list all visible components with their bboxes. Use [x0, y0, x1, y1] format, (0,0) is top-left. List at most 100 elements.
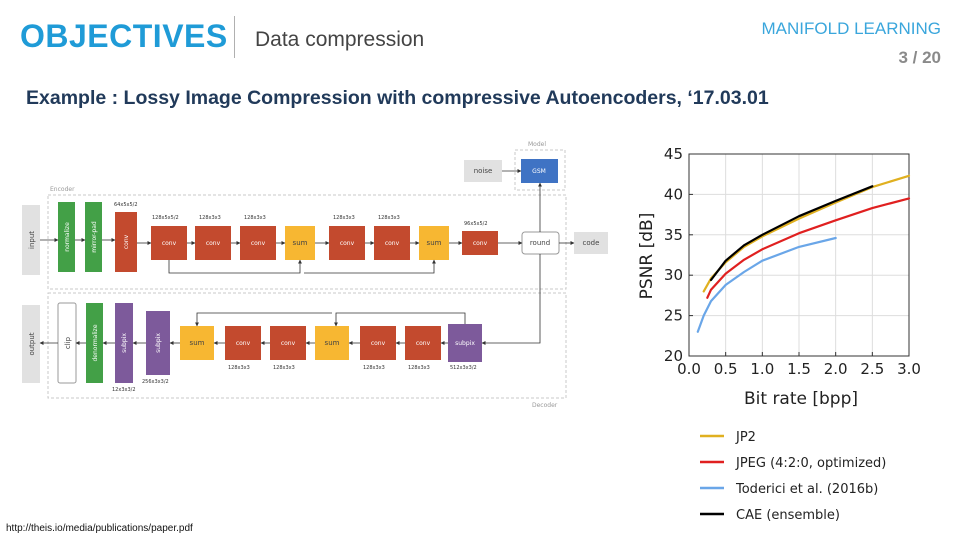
encoder-arrows [40, 169, 575, 274]
mirror-pad-label: mirror-pad [91, 221, 98, 253]
x-tick-label: 0.5 [714, 360, 738, 378]
chart-grid [688, 153, 910, 357]
dec-sum1-block [180, 326, 214, 360]
subpix2-label: subpix [155, 333, 162, 353]
x-tick-label: 1.0 [750, 360, 774, 378]
decoder-region [47, 292, 567, 399]
decoder-arrows [39, 254, 541, 345]
y-tick-label: 45 [664, 145, 683, 163]
conv2-label: conv [162, 240, 177, 247]
noise-label: noise [474, 167, 493, 175]
page-number: 3 / 20 [898, 48, 941, 67]
subpix1-dim: 12x3x3/2 [112, 387, 136, 393]
subpix3-block [448, 324, 482, 362]
y-tick-label: 25 [664, 307, 683, 325]
dec-conv3-block [360, 326, 396, 360]
conv1-dim: 64x5x5/2 [114, 202, 138, 208]
sum1-block [285, 226, 315, 260]
chart-legend: JP2 JPEG (4:2:0, optimized) Toderici et al… [700, 430, 886, 523]
dec-conv3-dim: 128x3x3 [363, 365, 385, 371]
chart-ticks: 0.0 0.5 1.0 1.5 2.0 2.5 3.0 20 25 30 35 40 45 [664, 145, 921, 378]
decoder-row: output clip denormalize subpix 12x3x3/2 … [22, 302, 482, 393]
dec-conv1-label: conv [236, 340, 251, 347]
round-label: round [530, 239, 550, 247]
dec-conv2-dim: 128x3x3 [273, 365, 295, 371]
conv7-dim: 96x5x5/2 [464, 221, 488, 227]
dec-conv1-dim: 128x3x3 [228, 365, 250, 371]
x-tick-label: 0.0 [677, 360, 701, 378]
sum1-label: sum [293, 239, 308, 247]
section-title: OBJECTIVES [20, 18, 228, 54]
subpix2-block [146, 311, 170, 375]
series-line-0 [702, 174, 911, 293]
conv6-label: conv [385, 240, 400, 247]
conv4-dim: 128x3x3 [244, 215, 266, 221]
conv5-label: conv [340, 240, 355, 247]
legend-label-1: JPEG (4:2:0, optimized) [735, 456, 886, 471]
conv3-dim: 128x3x3 [199, 215, 221, 221]
header-divider [234, 16, 235, 58]
x-tick-label: 3.0 [897, 360, 921, 378]
code-block [574, 232, 608, 254]
y-tick-label: 20 [664, 347, 683, 365]
x-tick-label: 2.5 [860, 360, 884, 378]
denormalize-label: denormalize [92, 324, 99, 361]
x-axis-title: Bit rate [bpp] [744, 389, 858, 409]
output-label: output [28, 332, 36, 355]
conv1-label: conv [123, 234, 130, 249]
encoder-region [47, 194, 567, 290]
subpix2-dim: 256x3x3/2 [142, 379, 169, 385]
normalize-label: normalize [64, 222, 71, 252]
clip-label: clip [64, 336, 72, 349]
legend-label-2: Toderici et al. (2016b) [735, 482, 878, 497]
denormalize-block [86, 303, 103, 383]
legend-label-0: JP2 [735, 430, 756, 445]
input-label: input [28, 231, 36, 249]
noise-block [464, 160, 502, 182]
conv3-label: conv [206, 240, 221, 247]
conv5-dim: 128x3x3 [333, 215, 355, 221]
normalize-block [58, 202, 75, 272]
series-line-2 [696, 236, 837, 333]
encoder-row: input normalize mirror-pad conv 64x5x5/2… [22, 159, 608, 275]
model-region-label: Model [528, 141, 546, 148]
conv6-dim: 128x3x3 [378, 215, 400, 221]
mirror-pad-block [85, 202, 102, 272]
dec-sum1-label: sum [190, 339, 205, 347]
legend-label-3: CAE (ensemble) [736, 508, 840, 523]
footer-url[interactable]: http://theis.io/media/publications/paper… [6, 523, 193, 534]
dec-sum2-block [315, 326, 349, 360]
sum2-label: sum [427, 239, 442, 247]
dec-sum2-label: sum [325, 339, 340, 347]
conv5-block [329, 226, 365, 260]
conv6-block [374, 226, 410, 260]
gsm-label: GSM [532, 168, 546, 175]
architecture-diagram: Encoder Decoder Model input normalize mi… [22, 141, 608, 409]
series-line-1 [706, 197, 911, 299]
dec-conv3-label: conv [371, 340, 386, 347]
x-tick-label: 2.0 [824, 360, 848, 378]
x-tick-label: 1.5 [787, 360, 811, 378]
conv2-block [151, 226, 187, 260]
encoder-region-label: Encoder [50, 186, 75, 193]
conv2-dim: 128x5x5/2 [152, 215, 179, 221]
output-block [22, 305, 40, 383]
dec-conv4-block [405, 326, 441, 360]
dec-conv4-label: conv [416, 340, 431, 347]
chart-series [696, 174, 911, 333]
conv7-block [462, 231, 498, 255]
conv4-block [240, 226, 276, 260]
dec-conv4-dim: 128x3x3 [408, 365, 430, 371]
conv1-block [115, 212, 137, 272]
gsm-block [521, 159, 558, 183]
y-axis-title: PSNR [dB] [637, 213, 657, 300]
rate-distortion-chart: 0.0 0.5 1.0 1.5 2.0 2.5 3.0 20 25 30 35 40 45 Bit ra… [637, 145, 921, 523]
subpix1-block [115, 303, 133, 383]
series-line-3 [709, 185, 874, 282]
section-subtitle: Data compression [255, 28, 425, 51]
course-name: MANIFOLD LEARNING [761, 19, 941, 38]
y-tick-label: 35 [664, 226, 683, 244]
conv7-label: conv [473, 240, 488, 247]
y-tick-label: 30 [664, 266, 683, 284]
y-tick-label: 40 [664, 185, 683, 203]
